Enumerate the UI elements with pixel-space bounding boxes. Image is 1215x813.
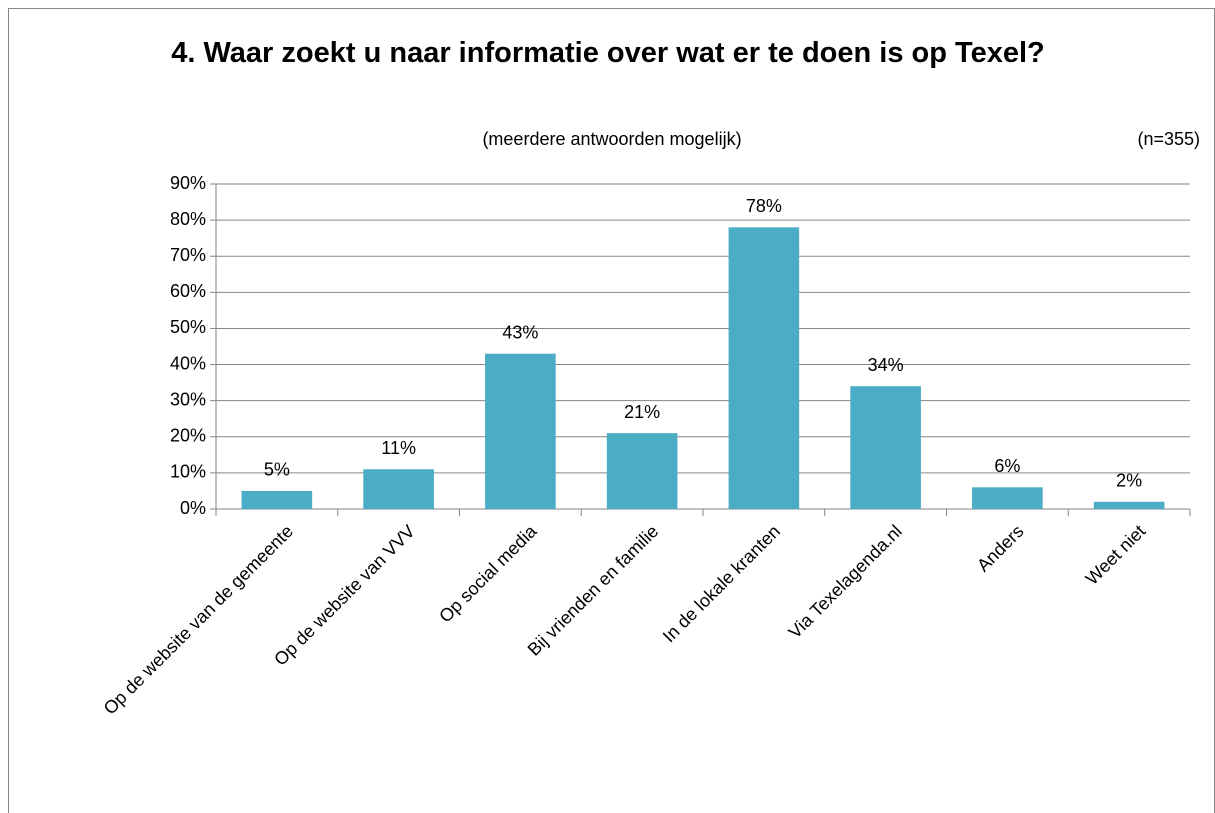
y-tick-label: 70% [170, 245, 206, 265]
bar [363, 469, 434, 509]
y-tick-label: 30% [170, 389, 206, 409]
bar [1093, 501, 1165, 509]
data-label: 78% [746, 196, 782, 216]
annotation: (n=355) [1137, 129, 1200, 149]
bar [850, 386, 921, 509]
chart-title: 4. Waar zoekt u naar informatie over wat… [171, 37, 1045, 69]
y-tick-label: 50% [170, 317, 206, 337]
y-tick-label: 60% [170, 281, 206, 301]
x-tick-label: Weet niet [1082, 521, 1150, 589]
data-label: 2% [1116, 471, 1142, 491]
x-tick-label: In de lokale kranten [659, 521, 784, 646]
data-label: 6% [994, 456, 1020, 476]
bar [241, 490, 313, 509]
data-label: 11% [381, 438, 416, 458]
bar [606, 433, 678, 509]
x-tick-label: Op de website van de gemeente [100, 521, 297, 718]
x-tick-label: Op de website van VVV [270, 521, 419, 670]
data-label: 34% [868, 355, 904, 375]
bar [972, 487, 1043, 509]
data-label: 43% [502, 322, 538, 342]
x-tick-label: Via Texelagenda.nl [785, 521, 906, 642]
chart-subtitle: (meerdere antwoorden mogelijk) [482, 129, 741, 149]
x-tick-label: Bij vrienden en familie [524, 521, 663, 660]
data-label: 5% [264, 460, 290, 480]
bar [485, 353, 556, 509]
y-tick-label: 20% [170, 426, 206, 446]
data-label: 21% [624, 402, 660, 422]
x-tick-label: Op social media [435, 520, 541, 626]
bar [728, 227, 800, 510]
y-tick-label: 40% [170, 353, 206, 373]
x-tick-label: Anders [973, 521, 1027, 575]
y-tick-label: 0% [180, 498, 206, 518]
y-tick-label: 10% [170, 462, 206, 482]
y-tick-label: 90% [170, 173, 206, 193]
y-tick-label: 80% [170, 209, 206, 229]
